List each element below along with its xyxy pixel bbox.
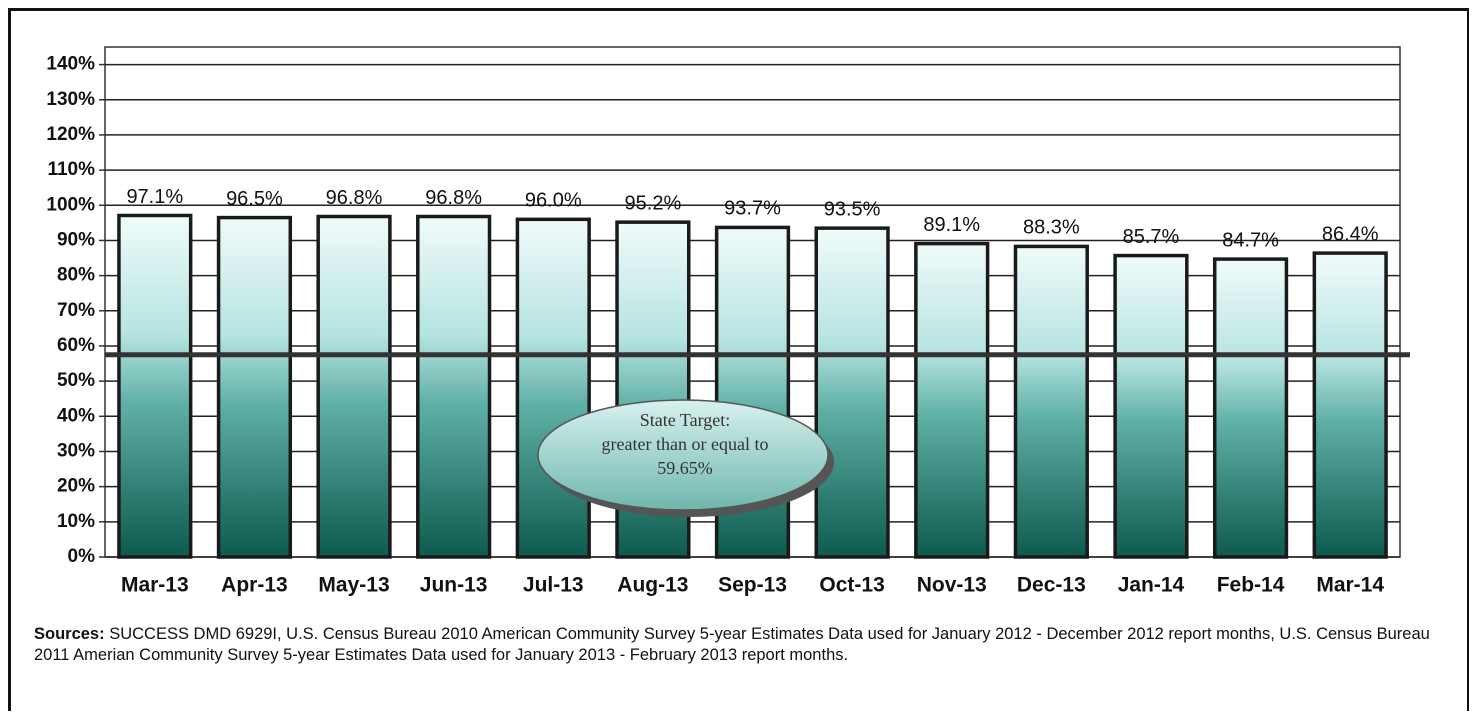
x-tick-label: Apr-13 xyxy=(221,574,288,597)
value-label: 93.7% xyxy=(724,198,781,220)
x-tick-label: Nov-13 xyxy=(917,574,987,597)
value-label: 85.7% xyxy=(1123,226,1180,248)
y-tick-label: 100% xyxy=(46,194,95,215)
x-tick-label: May-13 xyxy=(318,574,389,597)
x-tick-label: Aug-13 xyxy=(617,574,688,597)
source-text: SUCCESS DMD 6929I, U.S. Census Bureau 20… xyxy=(34,625,1430,664)
x-tick-label: Jun-13 xyxy=(420,574,488,597)
x-tick-label: Mar-13 xyxy=(121,574,189,597)
value-label: 97.1% xyxy=(126,186,183,208)
value-label: 89.1% xyxy=(923,214,980,236)
y-tick-label: 90% xyxy=(57,229,95,250)
y-tick-label: 130% xyxy=(46,89,95,110)
value-label: 96.8% xyxy=(425,187,482,209)
bar xyxy=(1013,244,1089,559)
frame xyxy=(8,8,1469,711)
value-label: 95.2% xyxy=(625,192,682,214)
x-tick-label: Oct-13 xyxy=(819,574,884,597)
x-tick-label: Mar-14 xyxy=(1316,574,1384,597)
source-note: Sources: SUCCESS DMD 6929I, U.S. Census … xyxy=(34,624,1444,666)
y-tick-label: 0% xyxy=(68,546,96,567)
bar xyxy=(814,226,890,559)
annotation-bubble xyxy=(537,399,829,511)
bar xyxy=(117,213,193,559)
x-tick-label: Jul-13 xyxy=(523,574,584,597)
y-tick-label: 120% xyxy=(46,124,95,145)
source-label: Sources: xyxy=(34,625,105,643)
y-tick-label: 60% xyxy=(57,335,95,356)
y-tick-label: 30% xyxy=(57,440,95,461)
value-label: 93.5% xyxy=(824,198,881,220)
y-tick-label: 50% xyxy=(57,370,95,391)
y-tick-label: 80% xyxy=(57,265,95,286)
bar xyxy=(1312,251,1388,559)
bar xyxy=(216,215,293,559)
bar xyxy=(1113,253,1189,559)
bar xyxy=(1212,257,1289,559)
annotation-text: State Target: xyxy=(640,410,731,430)
value-label: 88.3% xyxy=(1023,217,1080,239)
x-tick-label: Jan-14 xyxy=(1118,574,1185,597)
value-label: 84.7% xyxy=(1222,229,1279,251)
annotation-text: 59.65% xyxy=(657,458,713,478)
x-tick-label: Sep-13 xyxy=(718,574,787,597)
bar xyxy=(316,214,392,559)
y-tick-label: 110% xyxy=(47,159,95,180)
y-tick-label: 70% xyxy=(57,300,95,321)
bar xyxy=(515,217,591,559)
y-tick-label: 40% xyxy=(57,405,95,426)
annotation-text: greater than or equal to xyxy=(602,434,769,454)
value-label: 96.8% xyxy=(326,187,383,209)
y-tick-label: 20% xyxy=(57,476,95,497)
bar xyxy=(914,241,990,559)
value-label: 86.4% xyxy=(1322,223,1379,245)
value-label: 96.0% xyxy=(525,190,582,212)
y-tick-label: 140% xyxy=(46,54,95,75)
value-label: 96.5% xyxy=(226,188,283,210)
x-tick-label: Dec-13 xyxy=(1017,574,1086,597)
y-tick-label: 10% xyxy=(57,511,95,532)
x-tick-label: Feb-14 xyxy=(1217,574,1285,597)
bar xyxy=(416,214,492,559)
